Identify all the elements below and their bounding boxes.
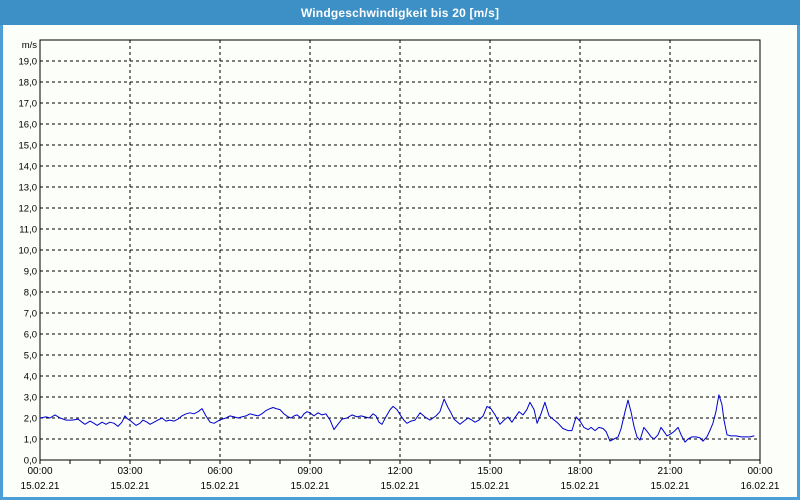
plot-frame	[39, 39, 761, 461]
x-tick-date-label: 15.02.21	[561, 481, 600, 492]
y-tick-label: 3,0	[24, 393, 37, 404]
x-tick-time-label: 00:00	[747, 466, 772, 477]
y-tick-label: 10,0	[19, 246, 38, 257]
x-tick-time-label: 03:00	[117, 466, 142, 477]
x-tick-date-label: 15.02.21	[201, 481, 240, 492]
wind-speed-line	[39, 394, 755, 443]
wind-speed-line-chart: 0,0 1,0 2,0 3,0 4,0 5,0 6,0 7,0 8,0 9,0 10,0 11,0 12…	[19, 39, 780, 492]
x-tick-time-label: 15:00	[477, 466, 502, 477]
x-tick-date-label: 15.02.21	[291, 481, 330, 492]
y-tick-label: 13,0	[19, 183, 38, 194]
y-tick-label: 5,0	[24, 351, 37, 362]
y-tick-label: 6,0	[24, 330, 37, 341]
x-tick-date-label: 15.02.21	[651, 481, 690, 492]
y-tick-label: 9,0	[24, 267, 37, 278]
x-tick-time-label: 00:00	[27, 466, 52, 477]
y-axis-unit-label: m/s	[22, 40, 38, 51]
y-tick-label: 18,0	[19, 78, 38, 89]
y-tick-label: 16,0	[19, 120, 38, 131]
y-tick-label: 7,0	[24, 309, 37, 320]
x-tick-time-label: 12:00	[387, 466, 412, 477]
x-tick-time-label: 09:00	[297, 466, 322, 477]
x-tick-date-label: 15.02.21	[381, 481, 420, 492]
x-tick-date-label: 16.02.21	[741, 481, 780, 492]
chart-title-bar: Windgeschwindigkeit bis 20 [m/s]	[0, 0, 800, 25]
y-tick-label: 2,0	[24, 414, 37, 425]
x-tick-date-label: 15.02.21	[21, 481, 60, 492]
chart-title: Windgeschwindigkeit bis 20 [m/s]	[300, 5, 500, 20]
y-tick-label: 17,0	[19, 99, 38, 110]
x-tick-date-label: 15.02.21	[111, 481, 150, 492]
y-tick-label: 4,0	[24, 372, 37, 383]
y-tick-label: 12,0	[19, 204, 38, 215]
y-tick-label: 19,0	[19, 57, 38, 68]
y-tick-label: 14,0	[19, 162, 38, 173]
y-tick-label: 1,0	[24, 435, 37, 446]
x-tick-date-label: 15.02.21	[471, 481, 510, 492]
chart-area: 0,0 1,0 2,0 3,0 4,0 5,0 6,0 7,0 8,0 9,0 10,0 11,0 12…	[3, 25, 797, 497]
y-tick-label: 0,0	[24, 456, 37, 467]
y-tick-label: 8,0	[24, 288, 37, 299]
x-tick-time-label: 06:00	[207, 466, 232, 477]
x-tick-time-label: 21:00	[657, 466, 682, 477]
x-tick-time-label: 18:00	[567, 466, 592, 477]
y-tick-label: 15,0	[19, 141, 38, 152]
y-tick-label: 11,0	[19, 225, 37, 236]
